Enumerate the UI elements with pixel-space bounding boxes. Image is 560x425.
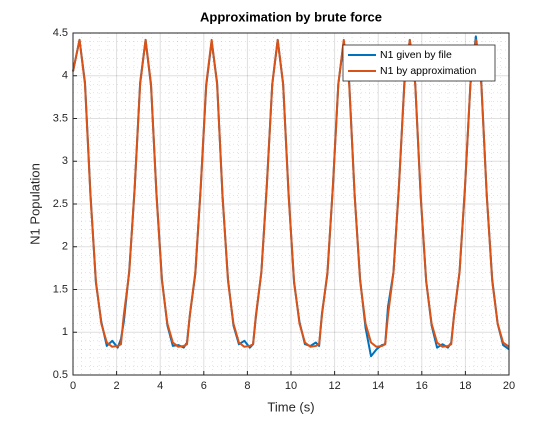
x-tick-label: 2 <box>114 380 120 392</box>
y-axis-label: N1 Population <box>27 163 42 245</box>
axes-box <box>72 32 510 376</box>
x-axis-label: Time (s) <box>267 399 314 414</box>
chart-title: Approximation by brute force <box>200 9 382 24</box>
x-tick-label: 14 <box>372 380 384 392</box>
y-tick-label: 1 <box>62 326 68 338</box>
x-tick-label: 8 <box>244 380 250 392</box>
y-tick-label: 0.5 <box>53 369 68 381</box>
legend: N1 given by file N1 by approximation <box>342 44 496 82</box>
x-tick-label: 6 <box>201 380 207 392</box>
legend-label: N1 by approximation <box>380 65 476 77</box>
legend-box <box>342 44 496 82</box>
x-tick-label: 16 <box>416 380 428 392</box>
y-tick-label: 2 <box>62 241 68 253</box>
legend-label: N1 given by file <box>380 49 452 61</box>
series-line <box>72 38 510 348</box>
x-tick-label: 0 <box>70 380 76 392</box>
plot-area <box>73 33 509 375</box>
y-tick-label: 4 <box>62 70 68 82</box>
y-tick-label: 4.5 <box>53 27 68 39</box>
x-tick-label: 12 <box>328 380 340 392</box>
x-tick-label: 10 <box>285 380 297 392</box>
y-tick-label: 2.5 <box>53 198 68 210</box>
y-tick-label: 3 <box>62 155 68 167</box>
x-tick-label: 18 <box>459 380 471 392</box>
y-tick-label: 3.5 <box>53 112 68 124</box>
y-tick-label: 1.5 <box>53 283 68 295</box>
x-tick-label: 4 <box>157 380 163 392</box>
x-tick-label: 20 <box>503 380 515 392</box>
